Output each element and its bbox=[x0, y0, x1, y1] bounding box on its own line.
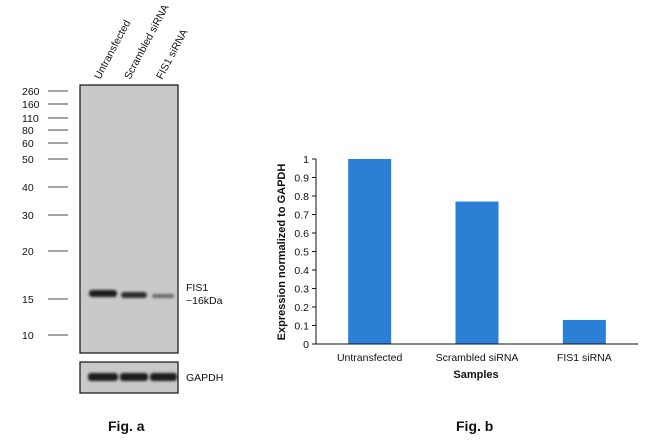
bars bbox=[348, 159, 606, 344]
fis1-band-untransfected bbox=[89, 290, 117, 297]
y-tick-label: 0 bbox=[303, 339, 309, 351]
mw-marker-label: 15 bbox=[22, 294, 34, 306]
y-axis-ticks: 0 0.1 0.2 0.3 0.4 0.5 0.6 0.7 0.8 0.9 1 bbox=[294, 154, 316, 351]
fig-b-caption: Fig. b bbox=[456, 418, 494, 434]
x-tick-label: Untransfected bbox=[337, 352, 403, 364]
y-axis-label: Expression normalized to GAPDH bbox=[276, 164, 288, 341]
y-tick-label: 0.2 bbox=[294, 302, 309, 314]
gapdh-band-2 bbox=[120, 373, 148, 381]
band-label-kda: ~16kDa bbox=[186, 295, 223, 307]
y-tick-label: 0.5 bbox=[294, 247, 309, 259]
mw-marker-label: 30 bbox=[22, 210, 34, 222]
mw-marker-label: 60 bbox=[22, 138, 34, 150]
mw-marker-label: 20 bbox=[22, 246, 34, 258]
y-tick-label: 0.8 bbox=[294, 191, 309, 203]
x-axis-ticks: Untransfected Scrambled siRNA FIS1 siRNA bbox=[337, 352, 612, 364]
fis1-band-scrambled bbox=[121, 292, 147, 298]
western-blot: Untransfected Scrambled siRNA FIS1 siRNA… bbox=[22, 3, 223, 394]
y-tick-label: 0.9 bbox=[294, 173, 309, 185]
fis1-band-fis1-sirna bbox=[152, 294, 174, 298]
mw-marker-label: 40 bbox=[22, 182, 34, 194]
gapdh-band-3 bbox=[150, 373, 177, 381]
mw-marker-label: 260 bbox=[22, 86, 40, 98]
y-tick-label: 0.1 bbox=[294, 321, 309, 333]
mw-marker-label: 10 bbox=[22, 330, 34, 342]
gapdh-band-1 bbox=[88, 373, 118, 381]
x-tick-label: Scrambled siRNA bbox=[436, 352, 519, 364]
x-axis-label: Samples bbox=[453, 369, 498, 381]
y-tick-label: 0.4 bbox=[294, 265, 309, 277]
x-tick-label: FIS1 siRNA bbox=[557, 352, 612, 364]
y-tick-label: 0.3 bbox=[294, 284, 309, 296]
y-tick-label: 1 bbox=[303, 154, 309, 166]
gapdh-label: GAPDH bbox=[186, 372, 223, 384]
bar-chart: 0 0.1 0.2 0.3 0.4 0.5 0.6 0.7 0.8 0.9 1 Untransfec… bbox=[276, 154, 638, 381]
lane-label-3: FIS1 siRNA bbox=[154, 27, 190, 81]
y-tick-label: 0.6 bbox=[294, 228, 309, 240]
fig-a-caption: Fig. a bbox=[108, 418, 145, 434]
blot-panel bbox=[79, 84, 179, 354]
mw-marker-label: 80 bbox=[22, 125, 34, 137]
band-label-fis1: FIS1 bbox=[186, 282, 208, 294]
mw-marker-label: 50 bbox=[22, 154, 34, 166]
bar-3 bbox=[562, 319, 606, 344]
bar-1 bbox=[348, 159, 392, 344]
mw-marker-label: 160 bbox=[22, 99, 40, 111]
mw-marker-label: 110 bbox=[22, 113, 39, 125]
bar-2 bbox=[455, 201, 499, 344]
y-tick-label: 0.7 bbox=[294, 210, 309, 222]
